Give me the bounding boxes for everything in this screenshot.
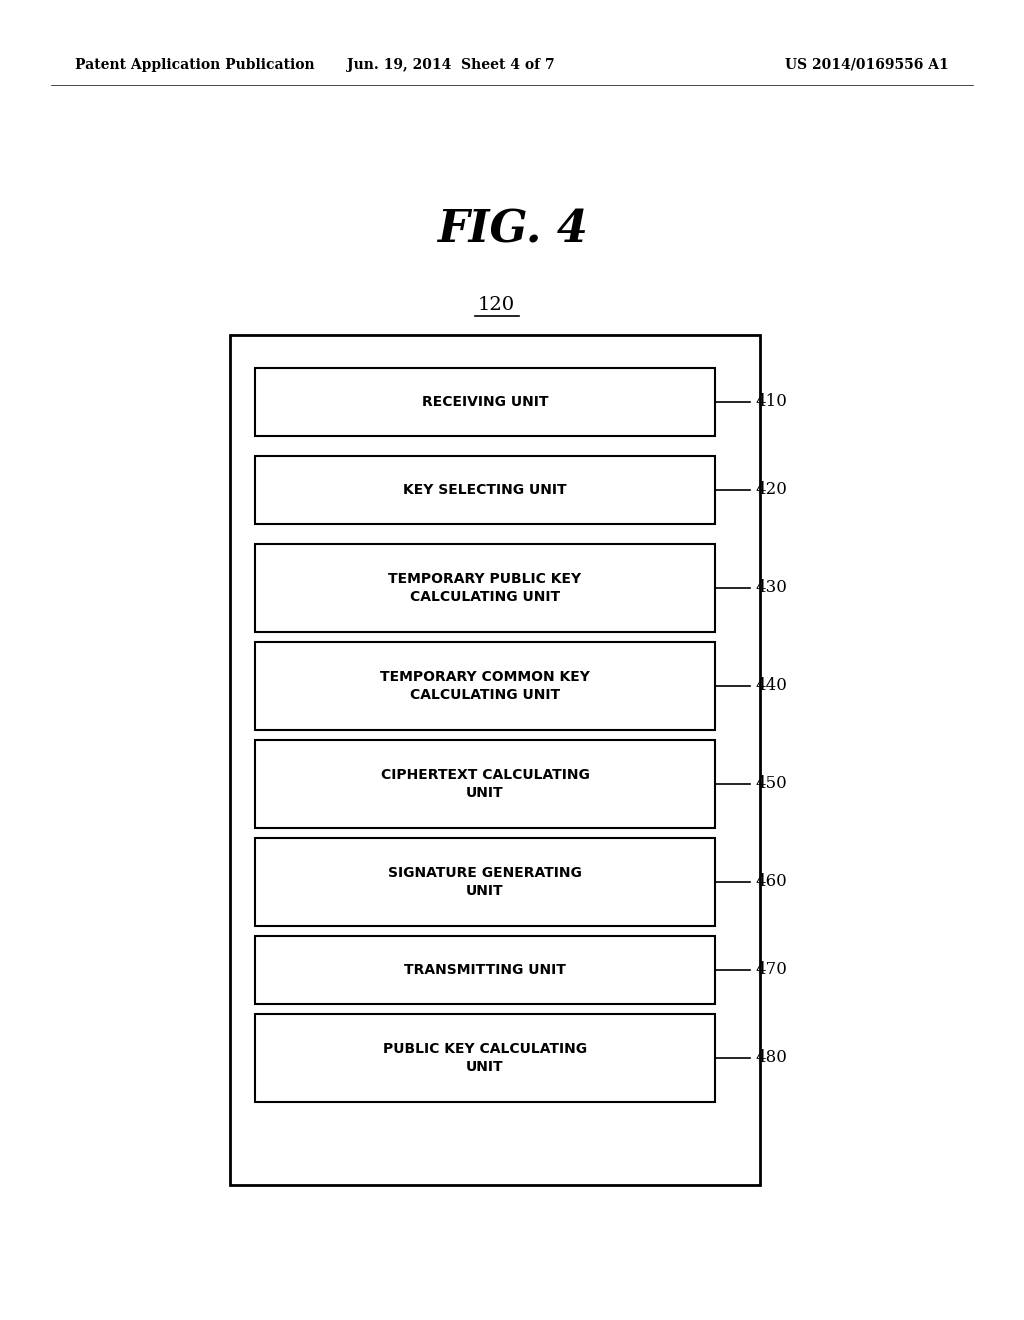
Text: 450: 450 [755,776,786,792]
Bar [230,335,760,1185]
Bar [255,838,715,927]
Text: RECEIVING UNIT: RECEIVING UNIT [422,395,548,409]
Text: CIPHERTEXT CALCULATING
UNIT: CIPHERTEXT CALCULATING UNIT [381,768,590,800]
Text: 470: 470 [755,961,786,978]
Text: SIGNATURE GENERATING
UNIT: SIGNATURE GENERATING UNIT [388,866,582,898]
Bar [255,368,715,436]
Text: TEMPORARY COMMON KEY
CALCULATING UNIT: TEMPORARY COMMON KEY CALCULATING UNIT [380,669,590,702]
Text: 420: 420 [755,482,786,499]
Bar [255,544,715,632]
Text: 460: 460 [755,874,786,891]
Text: 480: 480 [755,1049,786,1067]
Bar [255,1014,715,1102]
Text: PUBLIC KEY CALCULATING
UNIT: PUBLIC KEY CALCULATING UNIT [383,1041,587,1074]
Bar [255,936,715,1005]
Text: 440: 440 [755,677,786,694]
Text: KEY SELECTING UNIT: KEY SELECTING UNIT [403,483,567,498]
Text: Patent Application Publication: Patent Application Publication [75,58,314,73]
Text: TEMPORARY PUBLIC KEY
CALCULATING UNIT: TEMPORARY PUBLIC KEY CALCULATING UNIT [388,572,582,605]
Text: 410: 410 [755,393,786,411]
Bar [255,741,715,828]
Bar [255,455,715,524]
Text: 430: 430 [755,579,786,597]
Text: Jun. 19, 2014  Sheet 4 of 7: Jun. 19, 2014 Sheet 4 of 7 [347,58,554,73]
Text: TRANSMITTING UNIT: TRANSMITTING UNIT [404,964,566,977]
Text: 120: 120 [478,296,515,314]
Text: US 2014/0169556 A1: US 2014/0169556 A1 [785,58,949,73]
Bar [255,642,715,730]
Text: FIG. 4: FIG. 4 [436,209,588,252]
